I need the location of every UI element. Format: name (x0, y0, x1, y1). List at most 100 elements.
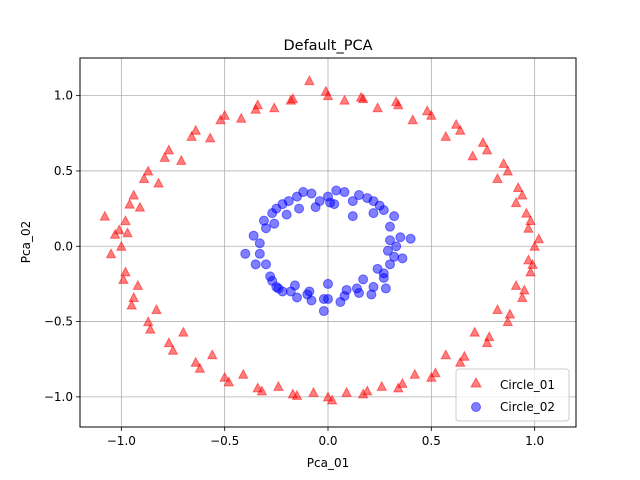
data-point (292, 292, 302, 303)
data-point (128, 189, 140, 200)
data-point (467, 150, 478, 161)
data-point (215, 114, 226, 125)
data-point (120, 215, 131, 226)
data-point (372, 102, 383, 113)
data-point (219, 371, 230, 382)
data-point (265, 271, 276, 282)
y-axis-label: Pca_02 (19, 221, 33, 263)
data-point (440, 130, 452, 141)
data-point (504, 308, 516, 319)
data-point (163, 337, 175, 348)
data-point (151, 303, 162, 315)
data-point (268, 102, 280, 113)
data-point (219, 109, 230, 120)
data-point (483, 331, 495, 342)
data-point (325, 197, 336, 208)
data-point (347, 211, 358, 222)
y-tick-label: 0.5 (54, 164, 73, 178)
legend-label-circle-02: Circle_02 (500, 400, 555, 414)
data-point (304, 286, 315, 297)
data-point (235, 112, 247, 123)
data-point (440, 349, 452, 360)
data-point (385, 259, 395, 270)
data-point (289, 280, 300, 291)
data-point (380, 283, 391, 294)
data-point (306, 188, 317, 199)
y-tick-label: −0.5 (44, 315, 73, 329)
data-point (248, 230, 259, 241)
data-point (366, 289, 377, 300)
data-point (291, 389, 303, 400)
data-point (492, 303, 503, 315)
y-tick-label: 0.0 (54, 239, 73, 253)
data-point (120, 266, 131, 277)
data-point (516, 291, 528, 302)
legend-marker-circle-01 (470, 376, 482, 388)
data-point (206, 349, 218, 360)
data-point (385, 235, 395, 246)
data-point (362, 193, 373, 204)
data-point (397, 377, 408, 388)
data-point (405, 233, 416, 244)
data-point (318, 306, 329, 317)
data-point (194, 362, 206, 373)
data-point (516, 189, 528, 200)
data-point (389, 211, 400, 222)
data-point (105, 248, 117, 259)
data-point (481, 337, 493, 348)
data-point (283, 196, 294, 207)
x-tick-label: 0.0 (318, 434, 337, 448)
data-point (122, 227, 133, 238)
data-point (294, 203, 305, 214)
data-point (351, 283, 362, 294)
data-point (391, 241, 402, 252)
y-tick-label: −1.0 (44, 390, 73, 404)
data-point (512, 181, 524, 193)
data-point (533, 233, 545, 244)
data-point (397, 253, 408, 264)
data-point (99, 210, 111, 221)
data-point (376, 380, 388, 391)
data-point (204, 132, 216, 143)
data-point (142, 316, 154, 327)
data-point (142, 165, 154, 176)
x-tick-label: −1.0 (107, 434, 136, 448)
data-point (144, 323, 156, 334)
data-point (331, 185, 342, 196)
data-point (450, 118, 462, 129)
data-point (481, 144, 493, 155)
data-point (382, 245, 393, 256)
data-point (128, 291, 140, 302)
data-point (190, 356, 202, 367)
data-point (421, 105, 433, 116)
data-point (492, 172, 503, 183)
y-tick-label: 1.0 (54, 89, 73, 103)
data-point (459, 350, 470, 361)
data-point (502, 165, 514, 176)
data-point (519, 284, 530, 295)
data-point (385, 221, 395, 232)
data-point (269, 218, 280, 229)
data-point (273, 380, 284, 391)
data-point (113, 224, 125, 235)
series-circle-01 (99, 75, 545, 405)
data-point (374, 200, 385, 211)
data-point (159, 151, 171, 162)
data-point (109, 228, 121, 239)
data-point (390, 96, 402, 107)
data-point (477, 136, 489, 147)
data-point (510, 197, 522, 208)
data-series (99, 75, 545, 405)
data-point (163, 144, 175, 155)
data-point (326, 394, 338, 405)
data-point (407, 114, 419, 125)
data-point (240, 248, 251, 259)
data-point (339, 94, 350, 105)
chart-title: Default_PCA (283, 38, 372, 54)
data-point (178, 326, 189, 337)
data-point (339, 187, 350, 198)
x-axis-label: Pca_01 (307, 456, 349, 470)
data-point (298, 187, 309, 198)
data-point (341, 284, 352, 295)
data-point (153, 177, 164, 188)
